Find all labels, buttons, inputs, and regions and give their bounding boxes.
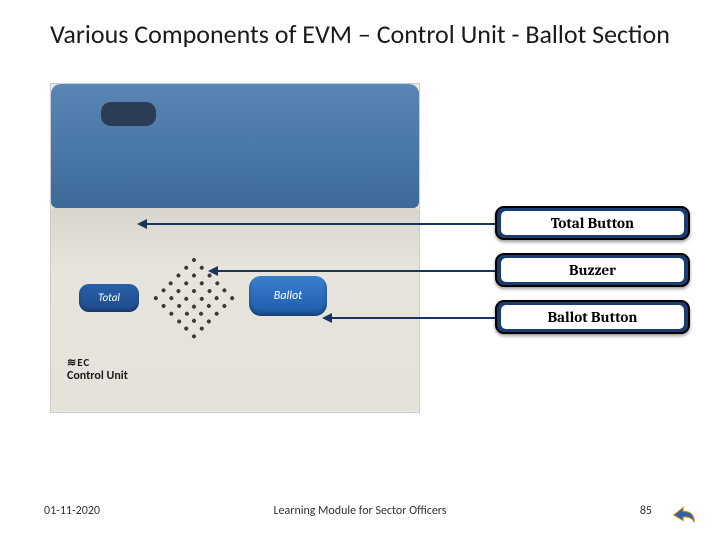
device-slot: [101, 102, 156, 126]
ec-logo-text: ≋EC: [67, 356, 128, 369]
unit-label-text: Control Unit: [67, 369, 128, 383]
slide-title: Various Components of EVM – Control Unit…: [0, 0, 720, 51]
arrow-total: [145, 223, 495, 225]
arrow-ballot: [330, 317, 497, 319]
callout-ballot-button: Ballot Button: [495, 300, 690, 334]
callout-label: Total Button: [501, 211, 684, 235]
control-unit-label: ≋EC Control Unit: [67, 356, 128, 384]
return-icon[interactable]: [670, 502, 700, 528]
callout-buzzer: Buzzer: [495, 253, 690, 287]
callout-label: Buzzer: [501, 258, 684, 282]
device-top-cover: [51, 84, 419, 209]
content-area: Total Ballot ≋EC Control Unit Total Butt…: [0, 71, 720, 431]
evm-device-photo: Total Ballot ≋EC Control Unit: [50, 83, 420, 413]
arrow-buzzer: [216, 270, 495, 272]
footer-page-number: 85: [640, 504, 652, 518]
callout-total-button: Total Button: [495, 206, 690, 240]
device-bottom-panel: Total Ballot ≋EC Control Unit: [51, 208, 419, 411]
device-ballot-button: Ballot: [249, 276, 327, 316]
device-total-button: Total: [79, 284, 139, 312]
footer-module-title: Learning Module for Sector Officers: [0, 504, 720, 518]
callout-label: Ballot Button: [501, 305, 684, 329]
